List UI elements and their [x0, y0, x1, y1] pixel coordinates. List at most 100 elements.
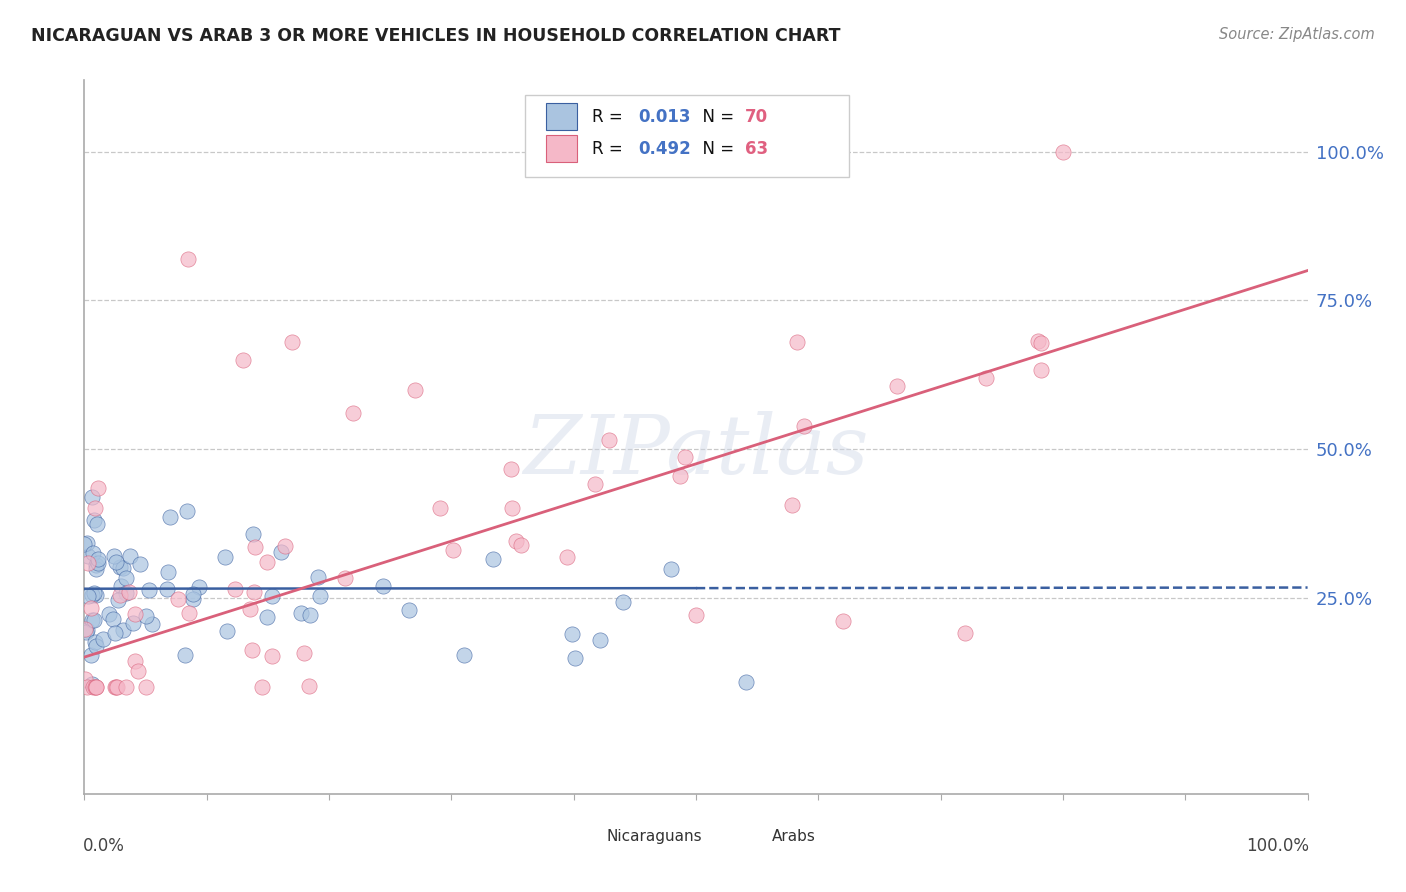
Point — [398, 603, 420, 617]
Point — [502, 501, 524, 516]
Point — [76, 680, 98, 694]
Bar — [733, 826, 759, 847]
Point — [953, 626, 976, 640]
Point — [183, 592, 205, 607]
Point — [84, 680, 107, 694]
Point — [174, 648, 197, 663]
Point — [118, 584, 141, 599]
Point — [77, 589, 100, 603]
Point — [561, 627, 583, 641]
Point — [786, 334, 808, 349]
Point — [80, 601, 103, 615]
Point — [274, 539, 297, 553]
Point — [84, 558, 107, 573]
Point — [73, 623, 96, 637]
Point — [260, 648, 283, 663]
Point — [453, 648, 475, 663]
Point — [111, 561, 134, 575]
Point — [91, 632, 114, 647]
Point — [371, 579, 394, 593]
Point — [107, 592, 129, 607]
Text: Arabs: Arabs — [772, 830, 815, 844]
Point — [105, 680, 128, 694]
Point — [290, 607, 312, 621]
Point — [75, 624, 97, 639]
Point — [104, 555, 127, 569]
Point — [105, 680, 128, 694]
Point — [281, 334, 304, 349]
Text: 63: 63 — [745, 140, 768, 158]
Point — [82, 677, 104, 691]
Point — [108, 559, 131, 574]
Text: ZIPatlas: ZIPatlas — [523, 411, 869, 491]
Point — [112, 624, 135, 638]
Text: R =: R = — [592, 140, 628, 158]
Point — [505, 534, 527, 549]
Point — [83, 585, 105, 599]
Point — [557, 549, 579, 564]
Point — [342, 406, 364, 420]
Point — [159, 510, 181, 524]
Point — [75, 672, 97, 686]
Point — [612, 595, 634, 609]
Point — [188, 581, 211, 595]
Point — [83, 680, 105, 694]
Point — [156, 582, 179, 596]
Point — [114, 585, 136, 599]
Point — [673, 450, 696, 465]
Bar — [546, 103, 578, 130]
Point — [256, 555, 278, 569]
Point — [73, 537, 96, 551]
Point — [217, 624, 239, 638]
Point — [103, 549, 125, 563]
FancyBboxPatch shape — [524, 95, 849, 177]
Point — [166, 591, 188, 606]
Point — [76, 624, 98, 638]
Point — [84, 634, 107, 648]
Point — [685, 608, 707, 623]
Point — [333, 571, 356, 585]
Point — [124, 607, 146, 621]
Point — [239, 602, 262, 616]
Point — [83, 513, 105, 527]
Point — [110, 579, 132, 593]
Point — [97, 607, 120, 621]
Text: R =: R = — [592, 108, 628, 126]
Point — [76, 536, 98, 550]
Point — [589, 632, 612, 647]
Point — [83, 613, 105, 627]
Point — [86, 517, 108, 532]
Point — [115, 680, 138, 694]
Point — [232, 352, 254, 367]
Bar — [568, 826, 595, 847]
Point — [404, 383, 426, 397]
Point — [298, 679, 321, 693]
Point — [252, 680, 274, 694]
Point — [224, 582, 246, 596]
Point — [482, 551, 505, 566]
Point — [780, 499, 803, 513]
Point — [156, 565, 179, 579]
Point — [86, 556, 108, 570]
Point — [181, 586, 204, 600]
Point — [242, 526, 264, 541]
Point — [510, 538, 533, 552]
Point — [299, 608, 322, 623]
Point — [122, 615, 145, 630]
Point — [84, 588, 107, 602]
Point — [429, 501, 451, 516]
Point — [292, 646, 315, 660]
Point — [82, 613, 104, 627]
Point — [118, 549, 141, 563]
Point — [82, 588, 104, 602]
Point — [104, 626, 127, 640]
Point — [84, 639, 107, 653]
Point — [101, 612, 124, 626]
Point — [76, 557, 98, 571]
Point — [598, 433, 620, 447]
Text: 0.492: 0.492 — [638, 140, 692, 158]
Point — [1028, 334, 1050, 348]
Point — [307, 570, 329, 584]
Bar — [546, 136, 578, 162]
Point — [84, 500, 107, 515]
